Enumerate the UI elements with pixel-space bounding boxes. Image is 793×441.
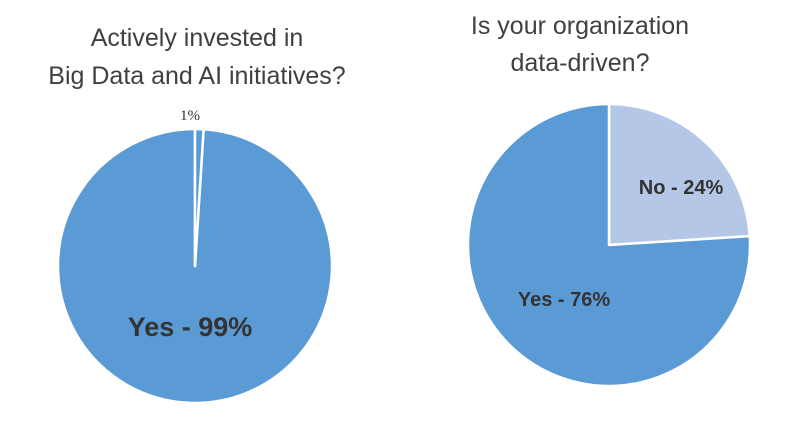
chart-2-label-yes: Yes - 76% bbox=[518, 289, 611, 311]
chart-1-label-yes: Yes - 99% bbox=[128, 312, 253, 342]
chart-2: Is your organization data-driven? No - 2… bbox=[466, 12, 752, 388]
chart-2-slices bbox=[466, 102, 752, 388]
chart-1-slice-2 bbox=[193, 127, 205, 268]
chart-2-slice-1 bbox=[607, 102, 751, 247]
chart-2-title-line-1: Is your organization bbox=[471, 12, 689, 40]
chart-1: Actively invested in Big Data and AI ini… bbox=[48, 24, 346, 405]
chart-1-slices bbox=[56, 127, 334, 405]
chart-2-label-no: No - 24% bbox=[639, 177, 724, 199]
chart-1-title-line-1: Actively invested in bbox=[91, 24, 304, 52]
chart-1-title-line-2: Big Data and AI initiatives? bbox=[48, 62, 345, 90]
chart-1-label-other: 1% bbox=[180, 108, 200, 124]
chart-2-title-line-2: data-driven? bbox=[511, 49, 650, 77]
chart-2-slice-2 bbox=[466, 102, 752, 388]
